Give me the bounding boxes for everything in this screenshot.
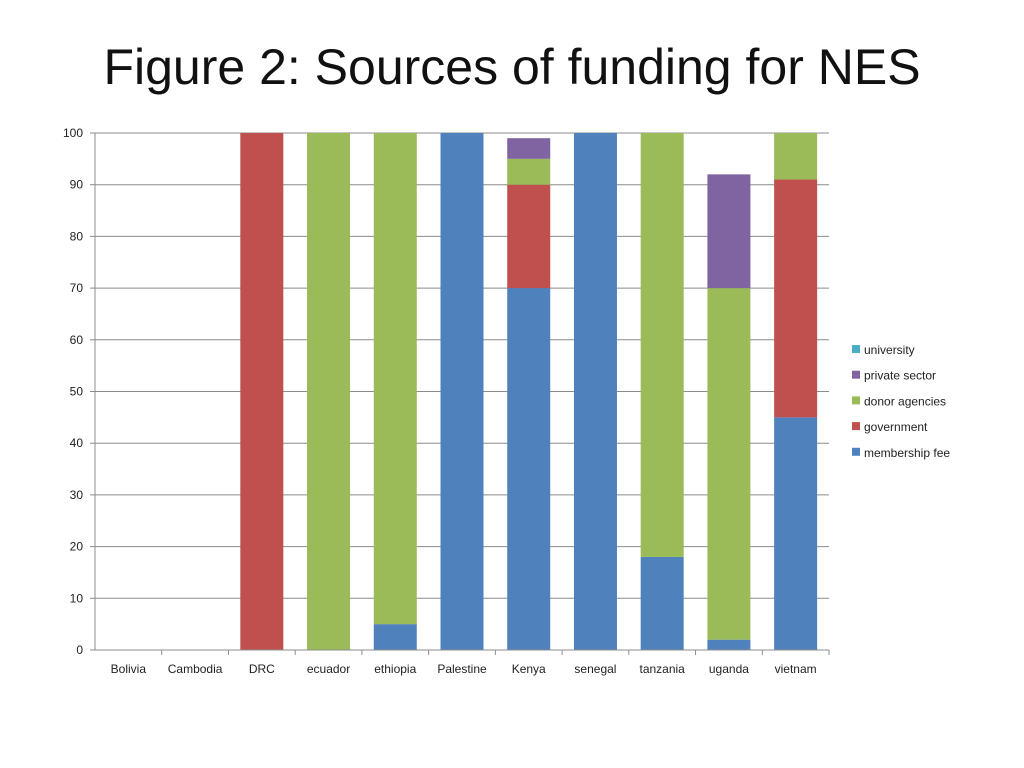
legend-label: government: [864, 420, 928, 434]
x-tick-label: ecuador: [307, 662, 350, 676]
x-tick-label: Bolivia: [111, 662, 147, 676]
bar-segment: [774, 133, 818, 180]
x-tick-label: Palestine: [437, 662, 487, 676]
x-tick-label: Cambodia: [168, 662, 223, 676]
bar-segment: [707, 174, 751, 289]
legend-swatch: [852, 447, 860, 456]
bar-segment: [573, 133, 617, 650]
legend-swatch: [852, 370, 860, 379]
x-tick-label: tanzania: [639, 662, 685, 676]
bar-segment: [640, 556, 684, 650]
bar-segment: [707, 288, 751, 640]
y-tick-label: 20: [70, 540, 84, 554]
y-tick-label: 40: [70, 436, 84, 450]
slide-title: Figure 2: Sources of funding for NES: [103, 39, 921, 95]
bar-segment: [507, 158, 551, 185]
y-tick-label: 100: [63, 126, 83, 140]
bar-segment: [774, 179, 818, 418]
x-axis: Bolivia Cambodia DRC ecuador ethiopia Palesti…: [90, 649, 830, 676]
bar-segment: [307, 133, 351, 650]
y-tick-label: 0: [76, 643, 83, 657]
bar-segment: [373, 133, 417, 625]
y-tick-label: 50: [70, 385, 84, 399]
bar-segment: [507, 138, 551, 159]
y-tick-label: 90: [70, 178, 84, 192]
bar-segment: [640, 133, 684, 557]
x-tick-label: DRC: [249, 662, 275, 676]
y-tick-label: 80: [70, 229, 84, 243]
legend-label: donor agencies: [864, 394, 946, 408]
y-tick-label: 70: [70, 281, 84, 295]
y-tick-label: 30: [70, 488, 84, 502]
y-axis: 0 10 20 30 40 50 60 70 80 90 100: [63, 126, 96, 657]
bar-segment: [240, 133, 284, 650]
legend-swatch: [852, 396, 860, 405]
y-tick-label: 10: [70, 591, 84, 605]
x-tick-label: uganda: [709, 662, 749, 676]
x-tick-label: senegal: [574, 662, 616, 676]
x-tick-label: ethiopia: [374, 662, 416, 676]
legend-label: university: [864, 343, 915, 357]
bar-segment: [774, 417, 818, 650]
bar-segment: [507, 184, 551, 289]
bar-segment: [373, 624, 417, 650]
bar-segment: [707, 639, 751, 650]
bars: [240, 133, 818, 650]
y-tick-label: 60: [70, 333, 84, 347]
legend-swatch: [852, 345, 860, 353]
x-tick-label: Kenya: [512, 662, 546, 676]
legend-label: private sector: [864, 369, 936, 383]
bar-segment: [507, 288, 551, 650]
x-tick-label: vietnam: [775, 662, 817, 676]
legend-swatch: [852, 422, 860, 431]
legend-label: membership fee: [864, 446, 950, 460]
legend: university private sector donor agencies go…: [852, 343, 950, 460]
bar-segment: [440, 133, 484, 650]
